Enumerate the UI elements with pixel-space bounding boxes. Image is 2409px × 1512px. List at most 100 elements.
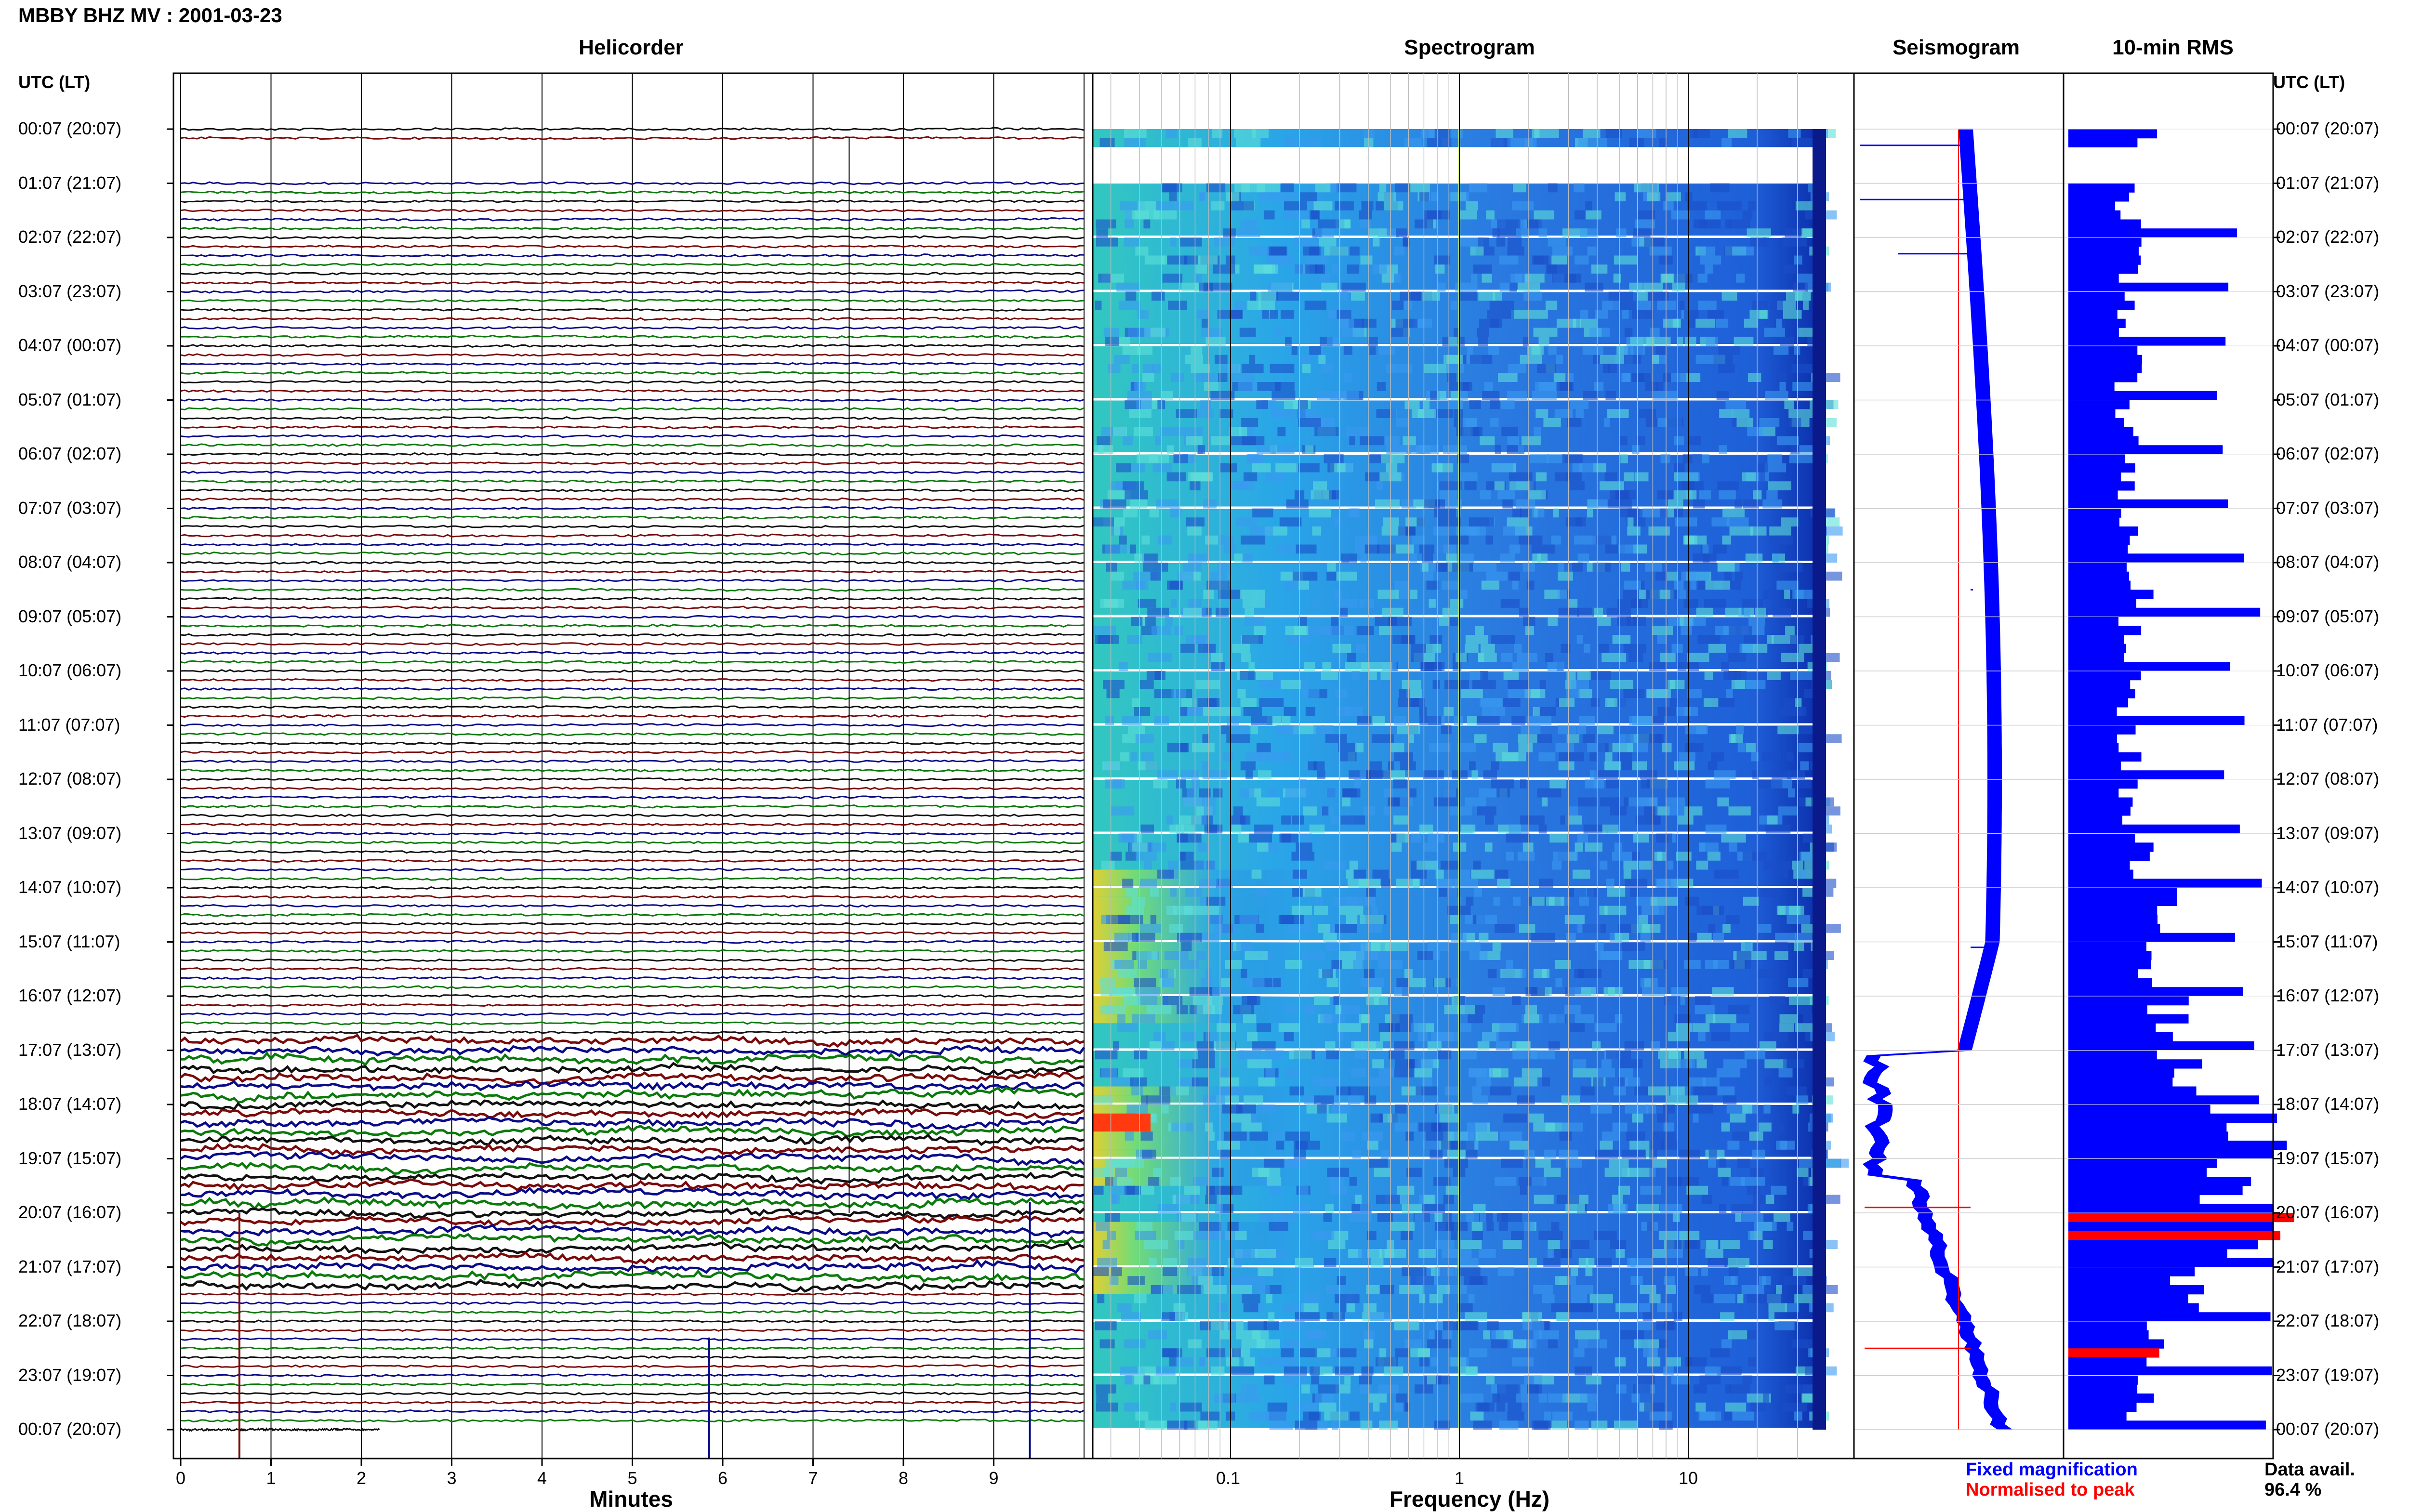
spectrogram-cell bbox=[1380, 671, 1390, 680]
spectrogram-cell bbox=[1368, 671, 1377, 680]
spectrogram-cell bbox=[1700, 1411, 1721, 1421]
spectrogram-cell bbox=[1331, 960, 1342, 969]
spectrogram-cell bbox=[1309, 508, 1331, 518]
spectrogram-cell bbox=[1335, 1005, 1342, 1014]
spectrogram-cell bbox=[1663, 996, 1681, 1005]
spectrogram-cell bbox=[1548, 237, 1567, 247]
rms-bar bbox=[2068, 355, 2142, 364]
spectrogram-cell bbox=[1548, 1339, 1558, 1349]
rms-bar bbox=[2068, 1195, 2200, 1204]
spectrogram-cell bbox=[1377, 1384, 1399, 1394]
spectrogram-cell bbox=[1497, 490, 1515, 500]
spectrogram-cell bbox=[1374, 996, 1389, 1005]
spectrogram-cell bbox=[1539, 680, 1546, 689]
spectrogram-cell bbox=[1094, 1095, 1113, 1104]
spectrogram-cell bbox=[1771, 1168, 1778, 1177]
rms-bar bbox=[2068, 255, 2141, 265]
spectrogram-cell bbox=[1652, 1249, 1667, 1258]
spectrogram-cell bbox=[1663, 1104, 1675, 1114]
spectrogram-cell bbox=[1797, 1168, 1809, 1177]
spectrogram-cell bbox=[1790, 445, 1800, 454]
spectrogram-cell bbox=[1788, 409, 1814, 418]
helicorder-trace bbox=[180, 994, 1085, 999]
spectrogram-cell bbox=[1354, 779, 1361, 789]
spectrogram-cell bbox=[1645, 382, 1658, 391]
spectrogram-cell bbox=[1465, 915, 1473, 924]
spectrogram-cell bbox=[1363, 129, 1375, 138]
spectrogram-cell bbox=[1529, 1113, 1544, 1123]
spectrogram-cell bbox=[1096, 1384, 1116, 1394]
spectrogram-cell bbox=[1610, 490, 1630, 500]
spectrogram-cell bbox=[1687, 653, 1709, 662]
rms-bar bbox=[2068, 1303, 2199, 1313]
spectrogram-cell bbox=[1608, 1204, 1628, 1213]
helicorder-tick-label: 1 bbox=[266, 1468, 276, 1488]
spectrogram-cell bbox=[1187, 526, 1202, 536]
spectrogram-cell bbox=[1434, 255, 1450, 265]
spectrogram-cell bbox=[1395, 183, 1411, 193]
spectrogram-cell bbox=[1146, 1095, 1171, 1104]
spectrogram-cell bbox=[1312, 1077, 1330, 1087]
spectrogram-cell bbox=[1269, 1420, 1293, 1430]
spectrogram-cell bbox=[1423, 1213, 1430, 1222]
spectrogram-cell bbox=[1520, 1185, 1527, 1195]
spectrogram-cell bbox=[1735, 1213, 1741, 1222]
spectrogram-cell bbox=[1360, 436, 1385, 446]
spectrogram-cell bbox=[1577, 671, 1591, 680]
spectrogram-cell bbox=[1535, 382, 1557, 391]
spectrogram-cell bbox=[1225, 960, 1242, 969]
spectrogram-cell bbox=[1243, 1014, 1257, 1024]
spectrogram-cell bbox=[1497, 788, 1510, 798]
spectrogram-cell bbox=[1396, 978, 1410, 987]
rms-bar bbox=[2068, 1005, 2147, 1014]
spectrogram-cell bbox=[1319, 1402, 1337, 1412]
spectrogram-cell bbox=[1503, 1113, 1527, 1123]
spectrogram-cell bbox=[1450, 391, 1458, 400]
spectrogram-cell bbox=[1421, 291, 1441, 301]
spectrogram-cell bbox=[1644, 237, 1665, 247]
spectrogram-cell bbox=[1826, 734, 1842, 743]
spectrogram-cell bbox=[1607, 409, 1629, 418]
spectrogram-cell bbox=[1728, 671, 1737, 680]
spectrogram-cell bbox=[1711, 752, 1724, 762]
spectrogram-cell bbox=[1244, 951, 1268, 960]
spectrogram-cell bbox=[1719, 490, 1736, 500]
spectrogram-cell bbox=[1562, 454, 1583, 463]
spectrogram-cell bbox=[1403, 1402, 1410, 1412]
spectrogram-cell bbox=[1700, 255, 1721, 265]
spectrogram-cell bbox=[1571, 1303, 1593, 1313]
spectrogram-cell bbox=[1667, 508, 1674, 518]
spectrogram-cell bbox=[1565, 1204, 1585, 1213]
spectrogram-cell bbox=[1707, 761, 1718, 771]
spectrogram-cell bbox=[1562, 1122, 1584, 1132]
spectrogram-cell bbox=[1402, 1204, 1423, 1213]
spectrogram-cell bbox=[1247, 1321, 1267, 1330]
spectrogram-cell bbox=[1456, 653, 1467, 662]
spectrogram-cell bbox=[1640, 770, 1658, 779]
helicorder-trace bbox=[180, 1400, 1085, 1405]
spectrogram-cell bbox=[1419, 1357, 1430, 1367]
spectrogram-cell bbox=[1561, 644, 1571, 653]
spectrogram-cell bbox=[1542, 969, 1550, 978]
spectrogram-cell bbox=[1327, 1168, 1350, 1177]
spectrogram-cell bbox=[1106, 563, 1117, 572]
spectrogram-cell bbox=[1615, 1249, 1625, 1258]
row-label-left: 13:07 (09:07) bbox=[18, 823, 122, 843]
spectrogram-cell bbox=[1238, 382, 1258, 391]
spectrogram-cell bbox=[1728, 626, 1752, 635]
helicorder-trace bbox=[180, 687, 1085, 691]
spectrogram-cell bbox=[1198, 1276, 1214, 1285]
spectrogram-cell bbox=[1725, 1402, 1747, 1412]
spectrogram-cell bbox=[1310, 490, 1332, 500]
spectrogram-cell bbox=[1552, 1249, 1573, 1258]
row-label-left: 00:07 (20:07) bbox=[18, 1419, 122, 1439]
spectrogram-cell bbox=[1695, 318, 1715, 328]
spectrogram-cell bbox=[1525, 626, 1535, 635]
spectrogram-cell bbox=[1726, 915, 1740, 924]
spectrogram-cell bbox=[1696, 860, 1708, 870]
rms-bar bbox=[2068, 553, 2244, 563]
data-availability-value: 96.4 % bbox=[2264, 1480, 2322, 1500]
spectrogram-cell bbox=[1551, 535, 1562, 545]
spectrogram-cell bbox=[1448, 617, 1461, 626]
spectrogram-cell bbox=[1549, 896, 1564, 906]
